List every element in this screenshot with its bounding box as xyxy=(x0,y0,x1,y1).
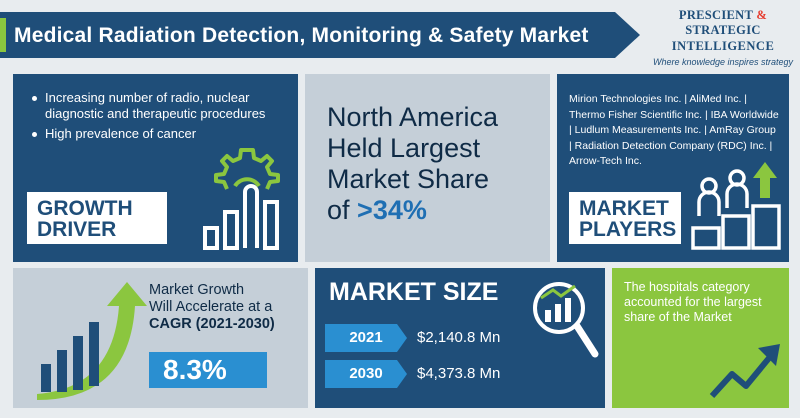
growth-driver-item: Increasing number of radio, nuclear diag… xyxy=(31,90,293,122)
market-players-label: MARKET PLAYERS xyxy=(569,192,681,244)
growth-driver-label-line1: GROWTH xyxy=(37,197,133,220)
growth-driver-list: Increasing number of radio, nuclear diag… xyxy=(31,90,293,146)
logo-line1: PRESCIENT & STRATEGIC xyxy=(652,8,794,38)
logo-word-strategic: STRATEGIC xyxy=(685,23,761,37)
market-players-label-line1: MARKET xyxy=(579,197,669,220)
na-prefix: of xyxy=(327,195,350,225)
market-size-panel: MARKET SIZE 2021 $2,140.8 Mn 2030 $4,373… xyxy=(315,268,605,408)
logo-ampersand: & xyxy=(756,8,768,22)
logo-line2: INTELLIGENCE xyxy=(671,39,775,53)
title-banner xyxy=(0,12,640,58)
logo-tagline: Where knowledge inspires strategy xyxy=(652,57,794,67)
na-share-value: >34% xyxy=(357,195,427,225)
trend-arrow-icon xyxy=(709,344,780,399)
market-size-value: $4,373.8 Mn xyxy=(417,365,501,382)
growth-driver-item: High prevalence of cancer xyxy=(31,126,293,142)
na-line3: Market Share xyxy=(327,164,490,194)
hospitals-panel: The hospitals category accounted for the… xyxy=(612,268,789,408)
growth-driver-label-line2: DRIVER xyxy=(37,218,117,241)
market-players-list: Mirion Technologies Inc. | AliMed Inc. |… xyxy=(569,93,779,167)
cagr-value: 8.3% xyxy=(149,352,267,388)
page-title: Medical Radiation Detection, Monitoring … xyxy=(14,24,589,47)
north-america-statement: North America Held Largest Market Share … xyxy=(327,102,547,226)
growth-driver-label: GROWTH DRIVER xyxy=(27,192,167,244)
title-accent-stripe xyxy=(0,18,6,52)
north-america-panel: North America Held Largest Market Share … xyxy=(305,74,550,262)
market-size-year: 2030 xyxy=(325,360,407,388)
market-size-title: MARKET SIZE xyxy=(329,278,499,306)
na-line4: of >34% xyxy=(327,195,547,226)
market-players-panel: Mirion Technologies Inc. | AliMed Inc. |… xyxy=(557,74,789,262)
cagr-line2: Will Accelerate at a xyxy=(149,299,273,315)
gear-bar-chart-icon xyxy=(203,148,280,250)
na-line1: North America xyxy=(327,102,499,132)
cagr-line3: CAGR (2021-2030) xyxy=(149,316,275,332)
magnifier-chart-icon xyxy=(533,282,599,358)
market-size-year: 2021 xyxy=(325,324,407,352)
market-size-value: $2,140.8 Mn xyxy=(417,329,501,346)
cagr-line1: Market Growth xyxy=(149,282,245,298)
growth-driver-panel: Increasing number of radio, nuclear diag… xyxy=(13,74,298,262)
na-line2: Held Largest xyxy=(327,133,481,163)
growth-arrow-bars-icon xyxy=(37,282,147,400)
podium-people-icon xyxy=(691,162,781,250)
cagr-statement: Market Growth Will Accelerate at a CAGR … xyxy=(149,282,309,333)
market-players-label-line2: PLAYERS xyxy=(579,218,677,241)
brand-logo: PRESCIENT & STRATEGIC INTELLIGENCE Where… xyxy=(652,8,794,67)
hospitals-statement: The hospitals category accounted for the… xyxy=(624,280,762,324)
cagr-panel: Market Growth Will Accelerate at a CAGR … xyxy=(13,268,308,408)
logo-word-prescient: PRESCIENT xyxy=(678,8,753,22)
